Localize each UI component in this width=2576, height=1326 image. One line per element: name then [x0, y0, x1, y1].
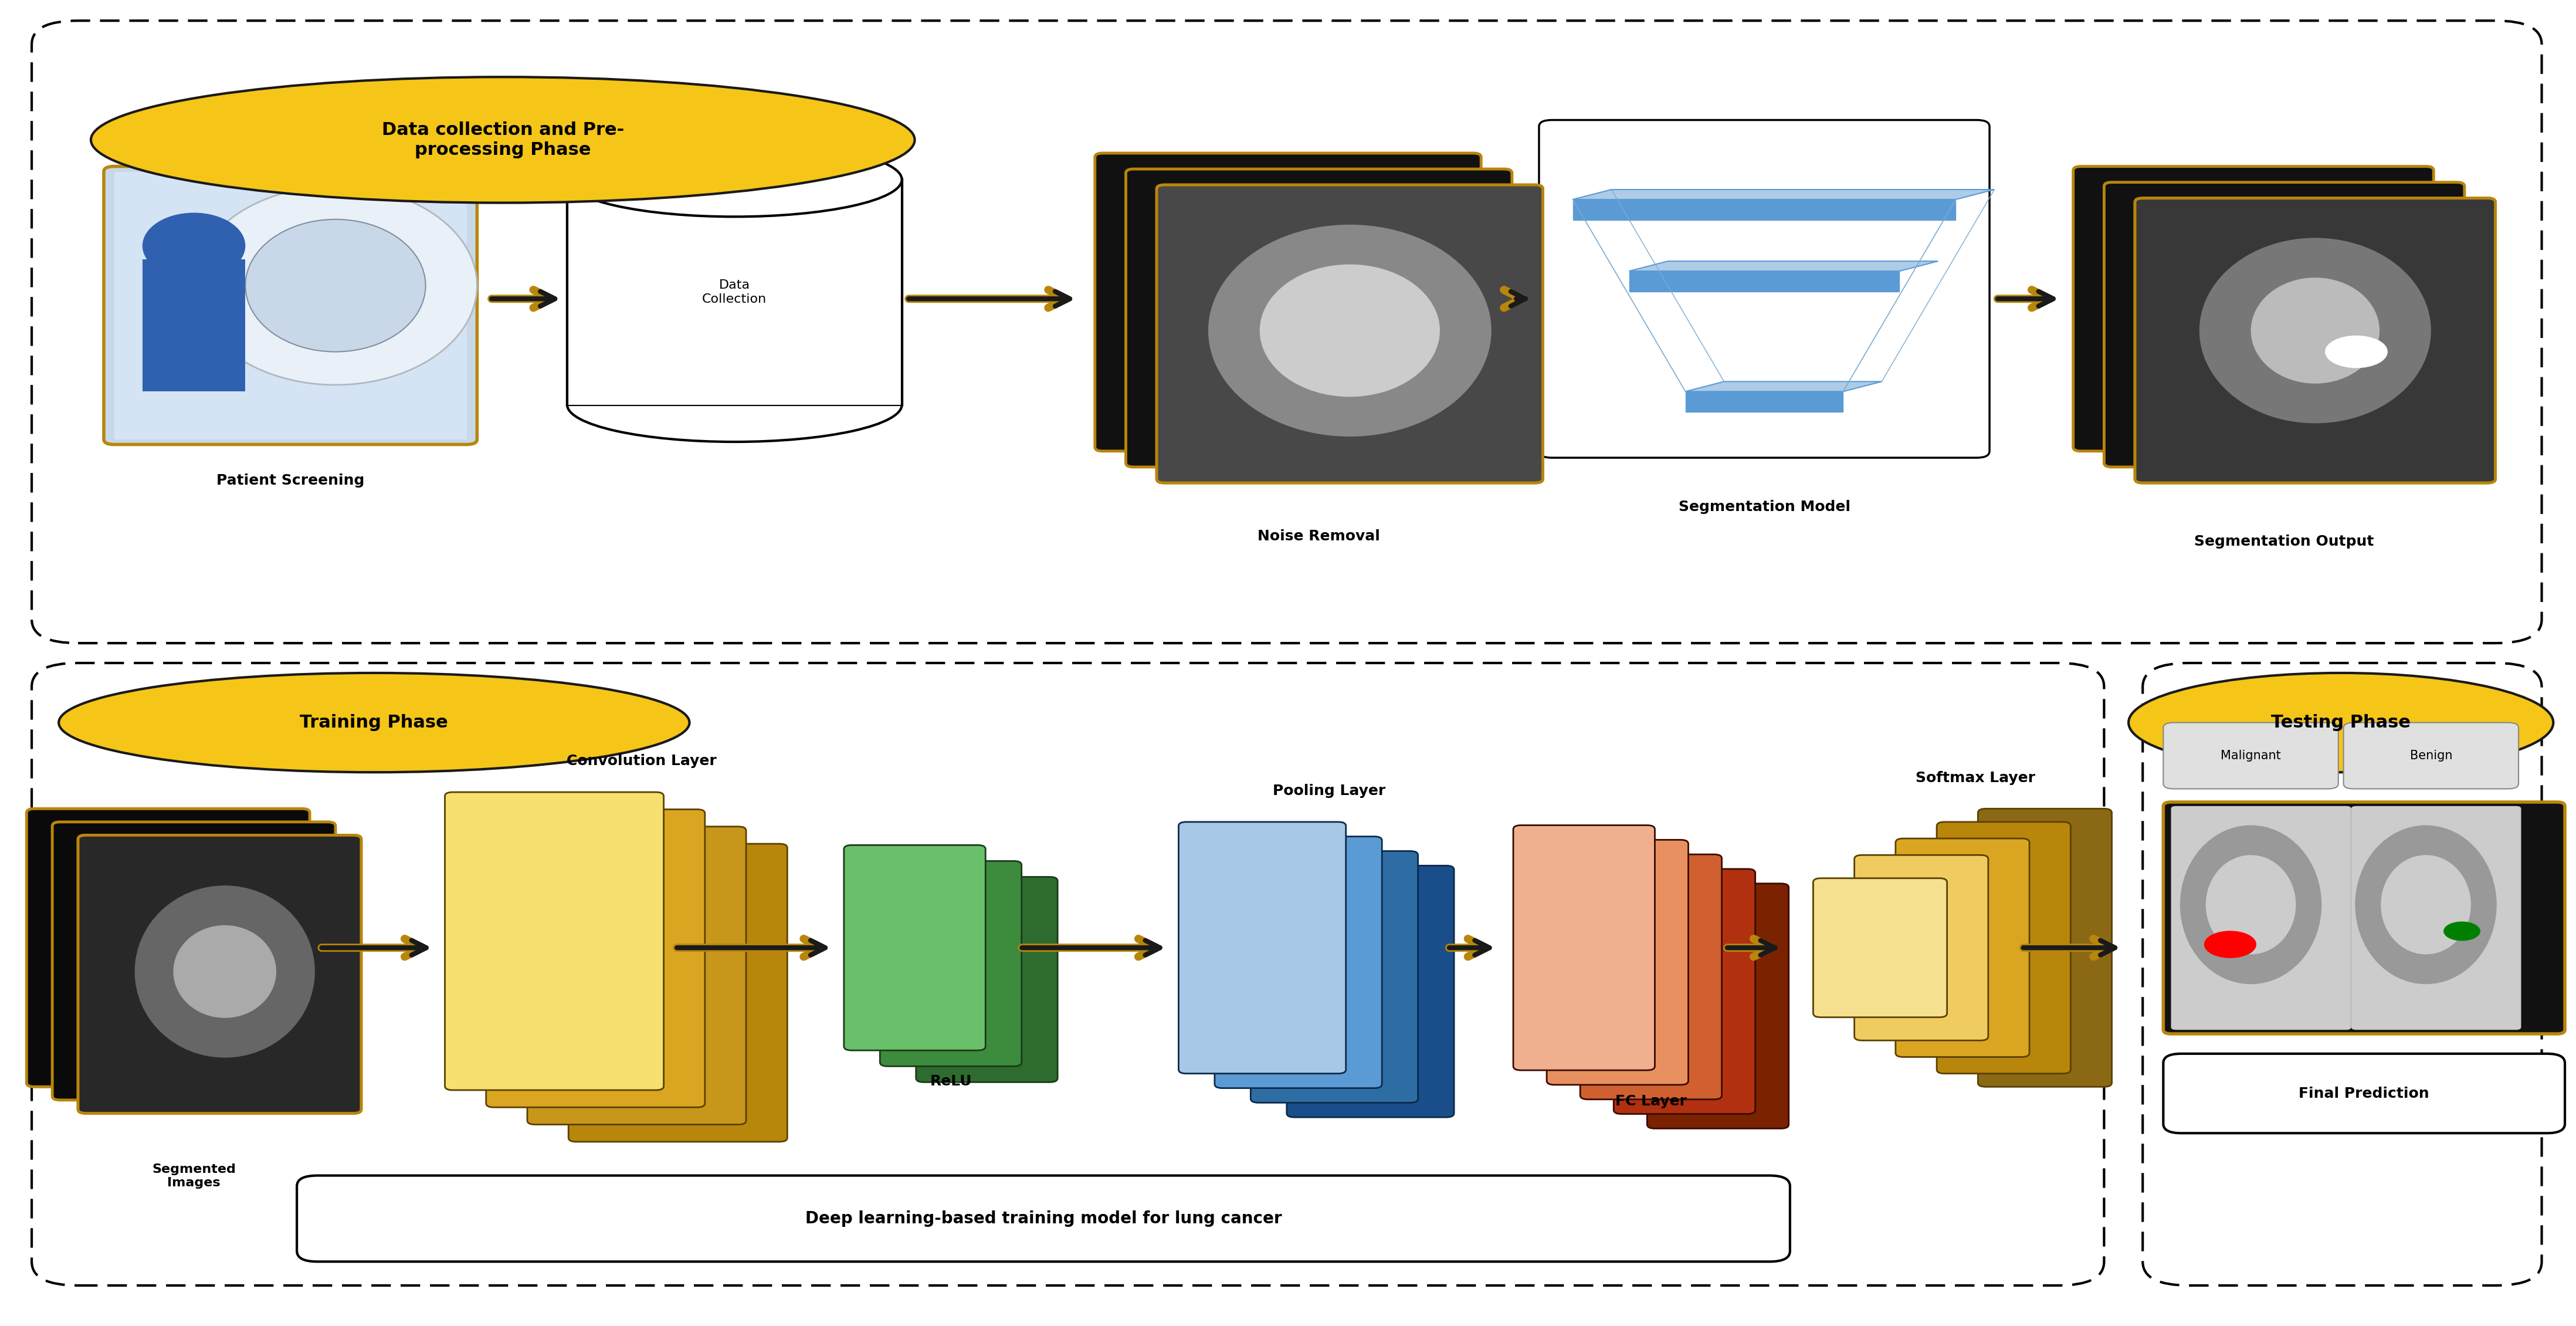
- FancyBboxPatch shape: [113, 171, 466, 439]
- Text: Training Phase: Training Phase: [299, 715, 448, 731]
- Text: Patient Screening: Patient Screening: [216, 473, 363, 488]
- FancyBboxPatch shape: [1896, 838, 2030, 1057]
- Text: Pooling Layer: Pooling Layer: [1273, 784, 1386, 798]
- Ellipse shape: [134, 886, 314, 1058]
- Ellipse shape: [567, 367, 902, 442]
- FancyBboxPatch shape: [77, 835, 361, 1114]
- FancyBboxPatch shape: [567, 179, 902, 404]
- FancyBboxPatch shape: [2074, 166, 2434, 451]
- FancyBboxPatch shape: [1613, 869, 1754, 1114]
- FancyBboxPatch shape: [26, 809, 309, 1087]
- Ellipse shape: [2200, 237, 2432, 423]
- FancyBboxPatch shape: [567, 179, 902, 404]
- FancyBboxPatch shape: [1512, 825, 1654, 1070]
- Ellipse shape: [173, 926, 276, 1018]
- FancyBboxPatch shape: [1126, 168, 1512, 467]
- Text: Data collection and Pre-
processing Phase: Data collection and Pre- processing Phas…: [381, 122, 623, 158]
- Text: Segmentation Model: Segmentation Model: [1680, 500, 1850, 514]
- FancyBboxPatch shape: [1855, 855, 1989, 1041]
- Ellipse shape: [2380, 855, 2470, 955]
- FancyBboxPatch shape: [103, 166, 477, 444]
- Ellipse shape: [567, 142, 902, 216]
- FancyBboxPatch shape: [77, 835, 361, 1114]
- Circle shape: [2445, 922, 2481, 940]
- FancyBboxPatch shape: [446, 792, 665, 1090]
- FancyBboxPatch shape: [1157, 184, 1543, 483]
- Ellipse shape: [2128, 672, 2553, 772]
- Ellipse shape: [193, 186, 477, 385]
- Polygon shape: [1574, 199, 1955, 220]
- FancyBboxPatch shape: [2344, 723, 2519, 789]
- FancyBboxPatch shape: [881, 861, 1023, 1066]
- FancyBboxPatch shape: [2164, 802, 2566, 1034]
- FancyBboxPatch shape: [1538, 121, 1989, 457]
- Polygon shape: [1685, 391, 1842, 412]
- Polygon shape: [1628, 271, 1899, 292]
- FancyBboxPatch shape: [1646, 883, 1788, 1128]
- Ellipse shape: [2354, 825, 2496, 984]
- Ellipse shape: [1208, 224, 1492, 436]
- Circle shape: [2326, 335, 2388, 367]
- Ellipse shape: [2179, 825, 2321, 984]
- FancyBboxPatch shape: [2164, 1054, 2566, 1134]
- Text: Softmax Layer: Softmax Layer: [1917, 770, 2035, 785]
- FancyBboxPatch shape: [1157, 184, 1543, 483]
- Text: Segmented
Images: Segmented Images: [152, 1164, 237, 1189]
- Ellipse shape: [59, 672, 690, 772]
- FancyBboxPatch shape: [2172, 806, 2352, 1030]
- FancyBboxPatch shape: [1252, 851, 1417, 1103]
- FancyBboxPatch shape: [2136, 198, 2496, 483]
- FancyBboxPatch shape: [1095, 152, 1481, 451]
- Text: FC Layer: FC Layer: [1615, 1094, 1687, 1109]
- FancyBboxPatch shape: [487, 809, 706, 1107]
- Text: Malignant: Malignant: [2221, 749, 2280, 761]
- FancyBboxPatch shape: [917, 876, 1059, 1082]
- Ellipse shape: [1260, 264, 1440, 396]
- Circle shape: [2205, 931, 2257, 957]
- Text: Deep learning-based training model for lung cancer: Deep learning-based training model for l…: [806, 1211, 1283, 1227]
- Text: Segmentation Output: Segmentation Output: [2195, 534, 2375, 549]
- Ellipse shape: [2251, 277, 2380, 383]
- Polygon shape: [1574, 190, 1994, 199]
- Text: ReLU: ReLU: [930, 1074, 971, 1089]
- FancyBboxPatch shape: [2136, 198, 2496, 483]
- FancyBboxPatch shape: [1814, 878, 1947, 1017]
- FancyBboxPatch shape: [2164, 723, 2339, 789]
- FancyBboxPatch shape: [142, 259, 245, 391]
- FancyBboxPatch shape: [1180, 822, 1345, 1074]
- Ellipse shape: [142, 212, 245, 278]
- FancyBboxPatch shape: [1216, 837, 1381, 1089]
- FancyBboxPatch shape: [845, 845, 987, 1050]
- FancyBboxPatch shape: [1288, 866, 1453, 1118]
- FancyBboxPatch shape: [2105, 182, 2465, 467]
- Polygon shape: [1685, 382, 1880, 391]
- Text: Noise Removal: Noise Removal: [1257, 529, 1381, 544]
- Polygon shape: [1628, 261, 1937, 271]
- Ellipse shape: [2205, 855, 2295, 955]
- Text: Data
Collection: Data Collection: [703, 280, 768, 305]
- Text: Benign: Benign: [2409, 749, 2452, 761]
- Text: Testing Phase: Testing Phase: [2272, 715, 2411, 731]
- FancyBboxPatch shape: [52, 822, 335, 1101]
- Text: Final Prediction: Final Prediction: [2298, 1086, 2429, 1101]
- FancyBboxPatch shape: [1937, 822, 2071, 1074]
- FancyBboxPatch shape: [528, 826, 747, 1124]
- Ellipse shape: [245, 219, 425, 351]
- FancyBboxPatch shape: [569, 843, 788, 1142]
- FancyBboxPatch shape: [1978, 809, 2112, 1087]
- FancyBboxPatch shape: [296, 1176, 1790, 1261]
- FancyBboxPatch shape: [1579, 854, 1721, 1099]
- Text: Convolution Layer: Convolution Layer: [567, 754, 716, 768]
- FancyBboxPatch shape: [1546, 839, 1687, 1085]
- Ellipse shape: [90, 77, 914, 203]
- FancyBboxPatch shape: [2352, 806, 2522, 1030]
